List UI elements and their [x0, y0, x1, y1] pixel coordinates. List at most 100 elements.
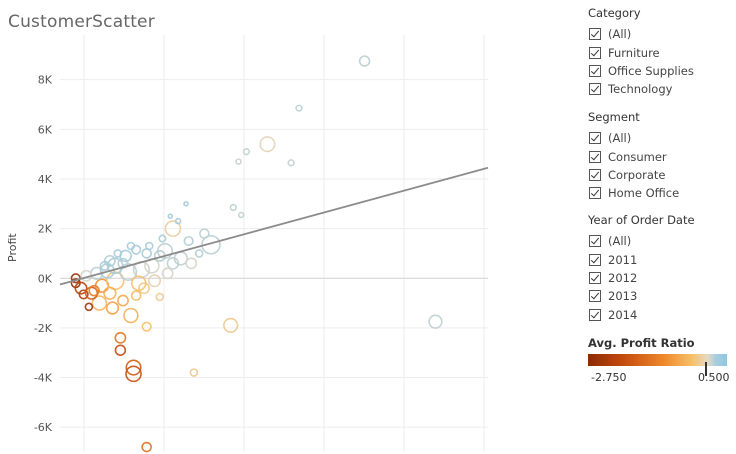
data-point [125, 359, 142, 376]
data-point [125, 365, 142, 383]
checkbox-checked[interactable] [589, 150, 601, 163]
data-point [105, 301, 120, 315]
data-point [223, 317, 239, 334]
data-point [141, 321, 152, 332]
data-point [428, 314, 443, 329]
checkbox-checked[interactable] [589, 83, 601, 96]
checkbox-checked[interactable] [589, 253, 601, 266]
option-label: Technology [608, 82, 673, 97]
data-point [141, 441, 152, 453]
data-point [126, 241, 136, 251]
y-tick-label: 4K [38, 173, 53, 186]
checkbox-checked[interactable] [589, 308, 601, 321]
segment-filter-title: Segment [588, 110, 640, 124]
checkbox-checked[interactable] [589, 46, 601, 59]
checkbox-checked[interactable] [589, 235, 601, 248]
gradient-marker [705, 362, 707, 376]
y-tick-label: -6K [34, 421, 53, 434]
data-point [123, 307, 139, 324]
data-point [113, 249, 123, 258]
year-option-2013[interactable]: 2013 [588, 287, 733, 305]
category-option-all[interactable]: (All) [588, 25, 733, 43]
data-point [117, 294, 129, 307]
data-point [259, 136, 276, 153]
data-point [130, 290, 142, 301]
year-option-2012[interactable]: 2012 [588, 269, 733, 287]
data-point [237, 211, 245, 219]
option-label: 2014 [608, 307, 638, 322]
option-label: 2012 [608, 270, 638, 285]
option-label: Office Supplies [608, 63, 694, 78]
year-option-2011[interactable]: 2011 [588, 250, 733, 268]
segment-option-corporate[interactable]: Corporate [588, 166, 733, 184]
data-point [161, 267, 174, 280]
category-option-furniture[interactable]: Furniture [588, 43, 733, 61]
data-point [295, 104, 303, 112]
data-point [164, 220, 182, 237]
legend-min-label: -2.750 [591, 371, 627, 384]
category-option-office-supplies[interactable]: Office Supplies [588, 62, 733, 80]
data-point [201, 234, 221, 255]
data-point [103, 286, 117, 300]
legend-title: Avg. Profit Ratio [588, 336, 695, 350]
data-point [189, 368, 199, 377]
legend-max-label: 0.500 [698, 371, 730, 384]
checkbox-checked[interactable] [589, 187, 601, 200]
option-label: Consumer [608, 149, 667, 164]
checkbox-checked[interactable] [589, 168, 601, 181]
y-tick-label: 0K [38, 272, 53, 285]
category-filter: Category (All) Furniture Office Supplies… [588, 6, 733, 99]
data-point [287, 159, 295, 167]
checkbox-checked[interactable] [589, 132, 601, 145]
data-point [174, 217, 182, 225]
checkbox-checked[interactable] [589, 28, 601, 41]
y-tick-label: -4K [34, 372, 53, 385]
data-point [194, 249, 204, 258]
data-point [155, 292, 165, 302]
checkbox-checked[interactable] [589, 64, 601, 77]
data-point [131, 244, 142, 255]
data-point [358, 55, 371, 67]
category-option-technology[interactable]: Technology [588, 80, 733, 98]
data-point [229, 203, 237, 212]
data-point [242, 148, 251, 156]
data-point [235, 158, 242, 165]
data-point [158, 234, 167, 243]
data-point [166, 257, 180, 270]
option-label: Furniture [608, 45, 660, 60]
color-gradient-bar[interactable] [588, 354, 727, 366]
option-label: 2013 [608, 289, 638, 304]
year-option-all[interactable]: (All) [588, 232, 733, 250]
data-point [148, 274, 162, 288]
option-label: (All) [608, 234, 632, 249]
y-axis-title: Profit [6, 233, 19, 262]
segment-option-home-office[interactable]: Home Office [588, 184, 733, 202]
segment-option-consumer[interactable]: Consumer [588, 147, 733, 165]
year-filter: Year of Order Date (All) 2011 2012 2013 … [588, 213, 733, 324]
data-point [91, 295, 108, 311]
checkbox-checked[interactable] [589, 271, 601, 284]
data-point [185, 257, 198, 270]
y-tick-label: 8K [38, 74, 53, 87]
data-point [88, 284, 100, 297]
y-tick-label: -2K [34, 322, 53, 335]
option-label: (All) [608, 27, 632, 42]
year-filter-title: Year of Order Date [588, 213, 695, 227]
option-label: (All) [608, 131, 632, 146]
trend-line [59, 166, 489, 286]
option-label: 2011 [608, 252, 638, 267]
year-option-2014[interactable]: 2014 [588, 306, 733, 324]
data-point [114, 331, 127, 344]
data-point [131, 275, 147, 291]
segment-filter: Segment (All) Consumer Corporate Home Of… [588, 110, 733, 203]
y-tick-label: 2K [38, 223, 53, 236]
data-point [141, 248, 152, 259]
segment-option-all[interactable]: (All) [588, 129, 733, 147]
option-label: Corporate [608, 167, 666, 182]
profit-ratio-legend: Avg. Profit Ratio -2.750 0.500 [588, 336, 733, 396]
checkbox-checked[interactable] [589, 290, 601, 303]
data-point [199, 228, 210, 239]
data-point [99, 263, 115, 279]
data-point [114, 344, 127, 356]
